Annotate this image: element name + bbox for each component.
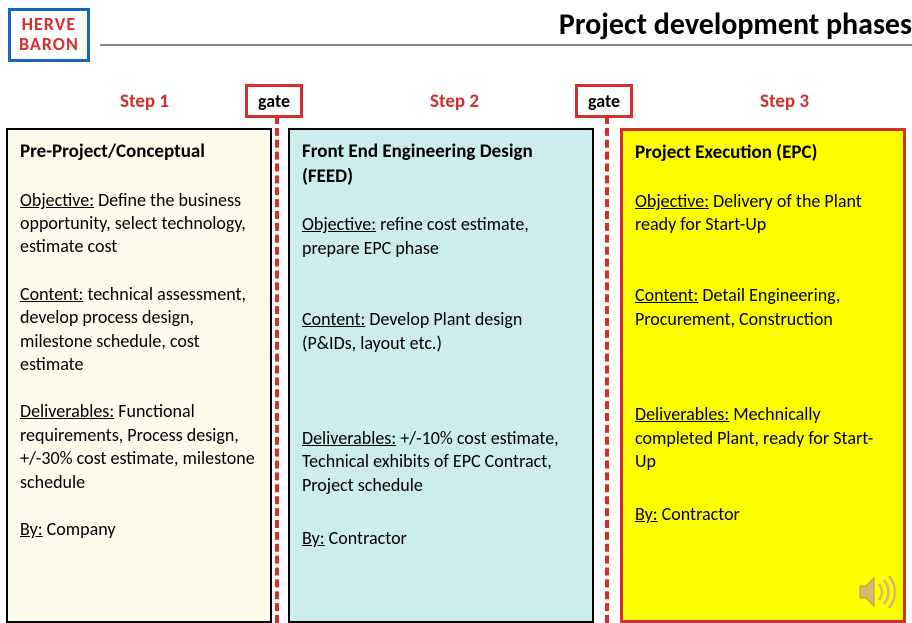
objective-label: Objective:: [302, 213, 376, 235]
objective-label: Objective:: [635, 190, 709, 212]
phase1-box: Pre-Project/Conceptual Objective: Define…: [6, 128, 272, 623]
step1-label: Step 1: [120, 90, 169, 113]
phase2-deliverables: Deliverables: +/-10% cost estimate, Tech…: [302, 427, 580, 497]
phase1-objective: Objective: Define the business opportuni…: [20, 189, 258, 259]
speaker-icon: [856, 574, 900, 615]
step3-label: Step 3: [760, 90, 809, 113]
by-label: By:: [635, 503, 658, 525]
deliverables-label: Deliverables:: [635, 403, 729, 425]
logo-line2: BARON: [19, 35, 79, 55]
gate2-line: [605, 116, 609, 623]
content-label: Content:: [302, 308, 365, 330]
gate1-line: [275, 116, 279, 623]
title-rule: [100, 44, 912, 46]
content-label: Content:: [20, 283, 83, 305]
gate2-box: gate: [575, 84, 633, 118]
phase1-content: Content: technical assessment, develop p…: [20, 283, 258, 377]
phase2-title: Front End Engineering Design (FEED): [302, 140, 580, 189]
phase2-by: By: Contractor: [302, 527, 580, 550]
logo-badge: HERVE BARON: [8, 8, 90, 62]
deliverables-label: Deliverables:: [20, 400, 114, 422]
phase1-by-text: Company: [43, 518, 116, 540]
by-label: By:: [302, 527, 325, 549]
objective-label: Objective:: [20, 189, 94, 211]
phase2-by-text: Contractor: [325, 527, 407, 549]
phase1-title: Pre-Project/Conceptual: [20, 140, 258, 165]
gate1-box: gate: [245, 84, 303, 118]
deliverables-label: Deliverables:: [302, 427, 396, 449]
phase3-by: By: Contractor: [635, 503, 891, 526]
logo-line1: HERVE: [19, 15, 79, 35]
phase3-by-text: Contractor: [658, 503, 740, 525]
content-label: Content:: [635, 284, 698, 306]
phase1-by: By: Company: [20, 518, 258, 541]
phase3-box: Project Execution (EPC) Objective: Deliv…: [620, 128, 906, 623]
step2-label: Step 2: [430, 90, 479, 113]
phase3-deliverables: Deliverables: Mechnically completed Plan…: [635, 403, 891, 473]
phase3-objective: Objective: Delivery of the Plant ready f…: [635, 190, 891, 237]
phase3-title: Project Execution (EPC): [635, 141, 891, 166]
phase2-box: Front End Engineering Design (FEED) Obje…: [288, 128, 594, 623]
phase3-content: Content: Detail Engineering, Procurement…: [635, 284, 891, 331]
phase2-content: Content: Develop Plant design (P&IDs, la…: [302, 308, 580, 355]
page-title: Project development phases: [559, 6, 912, 43]
phase2-objective: Objective: refine cost estimate, prepare…: [302, 213, 580, 260]
phase1-deliverables: Deliverables: Functional requirements, P…: [20, 400, 258, 494]
by-label: By:: [20, 518, 43, 540]
